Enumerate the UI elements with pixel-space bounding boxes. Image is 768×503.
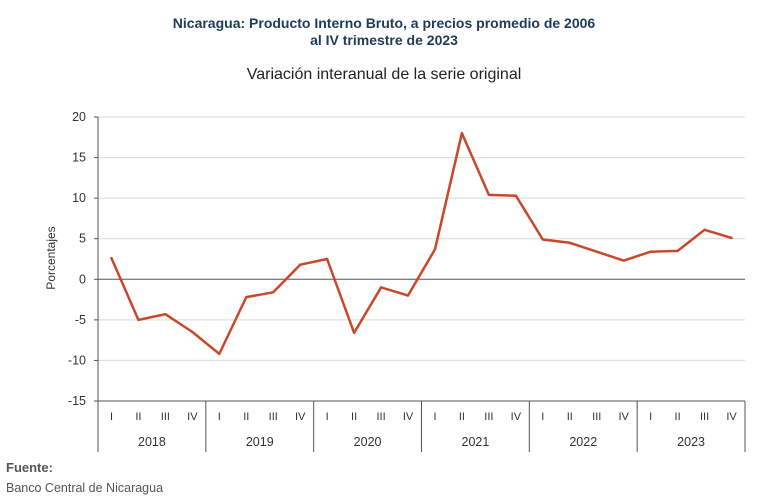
y-tick-label: 0 <box>79 272 86 286</box>
series-line <box>110 131 733 356</box>
quarter-label: III <box>161 411 170 423</box>
quarter-label: II <box>675 411 681 423</box>
quarter-label: I <box>110 411 113 423</box>
chart-title-line1: Nicaragua: Producto Interno Bruto, a pre… <box>172 15 596 31</box>
quarter-label: I <box>649 411 652 423</box>
data-point <box>514 194 518 197</box>
y-tick-label: 10 <box>72 191 86 205</box>
source-text: Banco Central de Nicaragua <box>6 481 164 495</box>
data-point <box>325 257 329 261</box>
data-point <box>272 291 275 294</box>
quarter-label: IV <box>295 411 306 423</box>
quarter-label: I <box>326 411 329 423</box>
data-point <box>379 286 383 289</box>
data-point <box>649 250 652 253</box>
quarter-label: II <box>135 411 141 423</box>
data-point <box>218 352 221 356</box>
quarter-label: III <box>700 411 709 423</box>
data-point <box>191 330 194 334</box>
quarter-label: II <box>243 411 249 423</box>
chart-title-line2: al IV trimestre de 2023 <box>310 32 458 48</box>
data-point <box>595 250 598 253</box>
data-point <box>568 241 571 244</box>
quarter-label: IV <box>187 411 198 423</box>
data-point <box>137 318 140 322</box>
year-label: 2019 <box>246 435 274 449</box>
series-gdp-variation <box>110 131 733 356</box>
data-point <box>676 249 679 253</box>
y-tick-label: -5 <box>75 313 86 327</box>
quarter-label: III <box>269 411 278 423</box>
quarter-label: II <box>351 411 357 423</box>
data-point <box>245 295 248 299</box>
data-point <box>460 132 464 135</box>
y-tick-label: 20 <box>72 110 86 124</box>
quarter-label: I <box>218 411 221 423</box>
quarter-label: II <box>567 411 573 423</box>
y-tick-label: -15 <box>68 394 86 408</box>
data-point <box>406 294 410 297</box>
quarter-label: IV <box>726 411 737 423</box>
year-label: 2020 <box>354 435 382 449</box>
data-point <box>730 236 733 240</box>
data-point <box>352 331 356 335</box>
year-label: 2023 <box>677 435 705 449</box>
y-tick-labels: 20 15 10 5 0 -5 -10 -15 <box>68 110 86 408</box>
y-axis-label: Porcentajes <box>44 226 58 289</box>
data-point <box>703 228 706 231</box>
y-tick-label: 15 <box>72 151 86 165</box>
quarter-label: I <box>433 411 436 423</box>
data-point <box>433 248 437 251</box>
data-point <box>110 256 113 260</box>
quarter-label: III <box>484 411 493 423</box>
quarter-label: IV <box>511 411 522 423</box>
quarter-label: I <box>541 411 544 423</box>
quarter-label: III <box>376 411 385 423</box>
grid-lines <box>98 116 745 361</box>
quarter-label: II <box>459 411 465 423</box>
quarter-label: III <box>592 411 601 423</box>
quarter-label: IV <box>403 411 414 423</box>
x-category-labels: I II III IV I II III IV I II III IV I II III IV I II III IV… <box>110 411 737 449</box>
source-label: Fuente: <box>6 460 53 475</box>
data-point <box>298 263 302 266</box>
year-label: 2018 <box>138 435 166 449</box>
y-tick-label: -10 <box>68 353 86 367</box>
data-point <box>487 193 491 197</box>
data-point <box>164 312 167 316</box>
year-label: 2022 <box>569 435 597 449</box>
data-point <box>541 238 545 241</box>
axes <box>94 116 746 452</box>
quarter-label: IV <box>618 411 629 423</box>
y-tick-label: 5 <box>79 232 86 246</box>
year-label: 2021 <box>462 435 490 449</box>
chart-subtitle: Variación interanual de la serie origina… <box>246 66 522 83</box>
data-point <box>622 259 625 262</box>
